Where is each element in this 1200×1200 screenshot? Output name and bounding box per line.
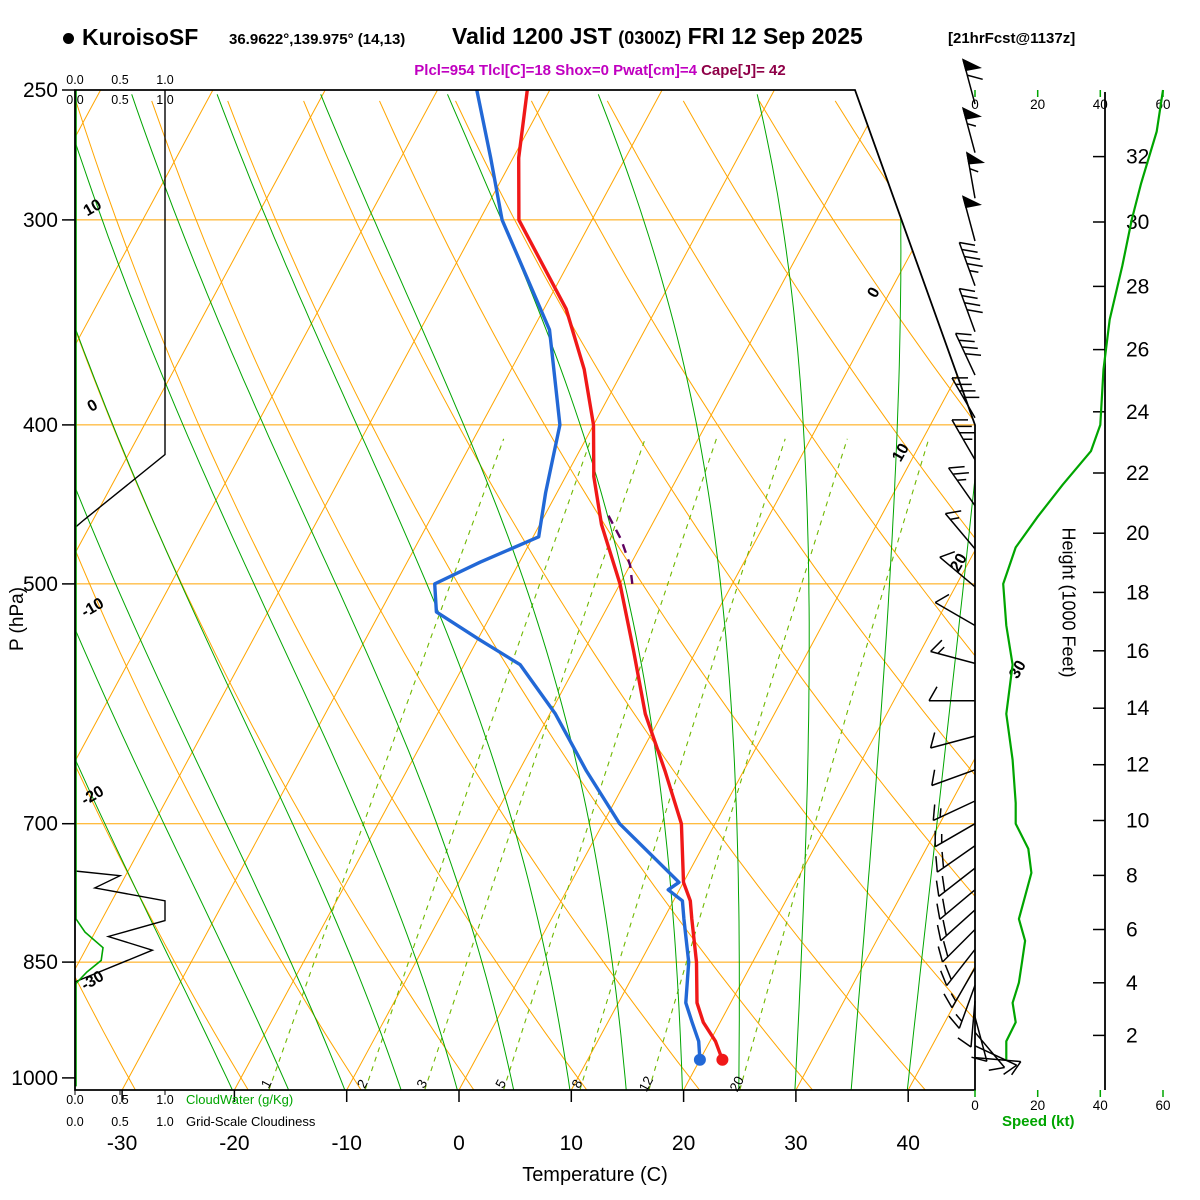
cloudwater-profile: [75, 90, 104, 1087]
svg-text:300: 300: [23, 209, 58, 232]
svg-text:20: 20: [672, 1132, 695, 1155]
svg-text:18: 18: [1126, 581, 1149, 604]
svg-text:0.0: 0.0: [66, 1115, 83, 1129]
cloudiness-profile: [75, 90, 166, 1087]
svg-text:40: 40: [897, 1132, 920, 1155]
temperature-axis-label: Temperature (C): [522, 1164, 668, 1186]
svg-text:0.0: 0.0: [66, 93, 83, 107]
svg-text:28: 28: [1126, 275, 1149, 298]
svg-text:-30: -30: [78, 968, 107, 994]
svg-text:8: 8: [1126, 864, 1138, 887]
svg-text:0: 0: [453, 1132, 465, 1155]
surface-temperature-dot: [716, 1053, 729, 1066]
speed-axis: 0 0 20 20 40 40 60 60: [971, 90, 1171, 1113]
svg-text:1.0: 1.0: [156, 1115, 173, 1129]
svg-text:10: 10: [1126, 810, 1149, 833]
svg-text:2: 2: [1126, 1024, 1138, 1047]
svg-text:1.0: 1.0: [156, 73, 173, 87]
svg-text:20: 20: [1126, 522, 1149, 545]
speed-axis-label: Speed (kt): [1002, 1113, 1075, 1130]
svg-text:20: 20: [1030, 1098, 1045, 1113]
svg-text:30: 30: [784, 1132, 807, 1155]
cloudwater-scale-label: CloudWater (g/Kg): [186, 1092, 294, 1107]
valid-time-utc: (0300Z): [618, 28, 682, 48]
svg-text:20: 20: [727, 1074, 747, 1094]
svg-text:-10: -10: [332, 1132, 362, 1155]
svg-text:0.5: 0.5: [111, 1115, 128, 1129]
svg-text:0: 0: [971, 1098, 979, 1113]
svg-text:0: 0: [85, 396, 101, 415]
svg-text:16: 16: [1126, 640, 1149, 663]
temperature-curve: [517, 90, 724, 1061]
svg-text:0.0: 0.0: [66, 73, 83, 87]
wind-speed-curve: [1002, 89, 1165, 1060]
profiles: [75, 90, 729, 1087]
svg-text:26: 26: [1126, 339, 1149, 362]
svg-text:500: 500: [23, 573, 58, 596]
svg-text:0.0: 0.0: [66, 1093, 83, 1107]
surface-dewpoint-dot: [693, 1053, 706, 1066]
svg-text:10: 10: [81, 196, 105, 220]
station-bullet-icon: [63, 33, 74, 44]
svg-text:-20: -20: [78, 783, 107, 809]
svg-text:1000: 1000: [11, 1067, 58, 1090]
svg-text:850: 850: [23, 951, 58, 974]
svg-text:0.5: 0.5: [111, 93, 128, 107]
parcel-curve: [606, 513, 634, 585]
svg-text:4: 4: [1126, 972, 1138, 995]
svg-text:12: 12: [636, 1074, 656, 1094]
svg-text:0: 0: [971, 97, 979, 112]
background-lattice: [75, 90, 975, 1090]
svg-text:0: 0: [865, 285, 884, 301]
svg-text:40: 40: [1093, 1098, 1108, 1113]
svg-text:60: 60: [1155, 97, 1170, 112]
wind-barbs: [928, 58, 1022, 1076]
svg-text:14: 14: [1126, 697, 1150, 720]
dewpoint-curve: [433, 90, 702, 1060]
cloudiness-scale-label: Grid-Scale Cloudiness: [186, 1114, 316, 1129]
svg-text:40: 40: [1093, 97, 1108, 112]
station-coords: 36.9622°,139.975° (14,13): [229, 31, 406, 48]
params-main: Plcl=954 Tlcl[C]=18 Shox=0 Pwat[cm]=4: [414, 62, 697, 79]
svg-text:400: 400: [23, 414, 58, 437]
svg-text:250: 250: [23, 79, 58, 102]
svg-text:-10: -10: [78, 595, 107, 621]
svg-text:12: 12: [1126, 754, 1149, 777]
svg-text:700: 700: [23, 813, 58, 836]
svg-text:60: 60: [1155, 1098, 1170, 1113]
svg-text:32: 32: [1126, 146, 1149, 169]
valid-date: FRI 12 Sep 2025: [687, 23, 863, 49]
svg-text:0.5: 0.5: [111, 73, 128, 87]
svg-text:-20: -20: [219, 1132, 249, 1155]
valid-time: Valid 1200 JST: [452, 23, 612, 49]
params-cape: Cape[J]= 42: [701, 62, 786, 79]
height-axis-label: Height (1000 Feet): [1058, 527, 1079, 678]
svg-text:-30: -30: [107, 1132, 137, 1155]
svg-text:0.5: 0.5: [111, 1093, 128, 1107]
svg-text:22: 22: [1126, 462, 1149, 485]
station-name: KuroisoSF: [82, 24, 199, 50]
sounding-parameters: Plcl=954 Tlcl[C]=18 Shox=0 Pwat[cm]=4 Ca…: [0, 62, 1200, 79]
svg-text:10: 10: [889, 441, 913, 465]
svg-text:10: 10: [560, 1132, 583, 1155]
pressure-axis: 250 300 400 500 700 850 1000: [11, 79, 75, 1090]
svg-text:1.0: 1.0: [156, 1093, 173, 1107]
forecast-tag: [21hrFcst@1137z]: [948, 30, 1076, 47]
valid-time-row: Valid 1200 JST (0300Z) FRI 12 Sep 2025: [452, 23, 863, 50]
plot-frame: [74, 89, 976, 1091]
svg-text:1.0: 1.0: [156, 93, 173, 107]
svg-text:20: 20: [1030, 97, 1045, 112]
temperature-axis: -30 -20 -10 0 10 20 30 40: [107, 1090, 920, 1155]
svg-text:24: 24: [1126, 401, 1150, 424]
cloud-scale-axis: 0.0 0.0 0.0 0.0 0.5 0.5 0.5 0.5 1.0 1.0 1.0 1.0: [66, 73, 173, 1129]
pressure-axis-label: P (hPa): [7, 586, 28, 652]
svg-text:20: 20: [947, 551, 971, 575]
svg-text:6: 6: [1126, 919, 1138, 942]
